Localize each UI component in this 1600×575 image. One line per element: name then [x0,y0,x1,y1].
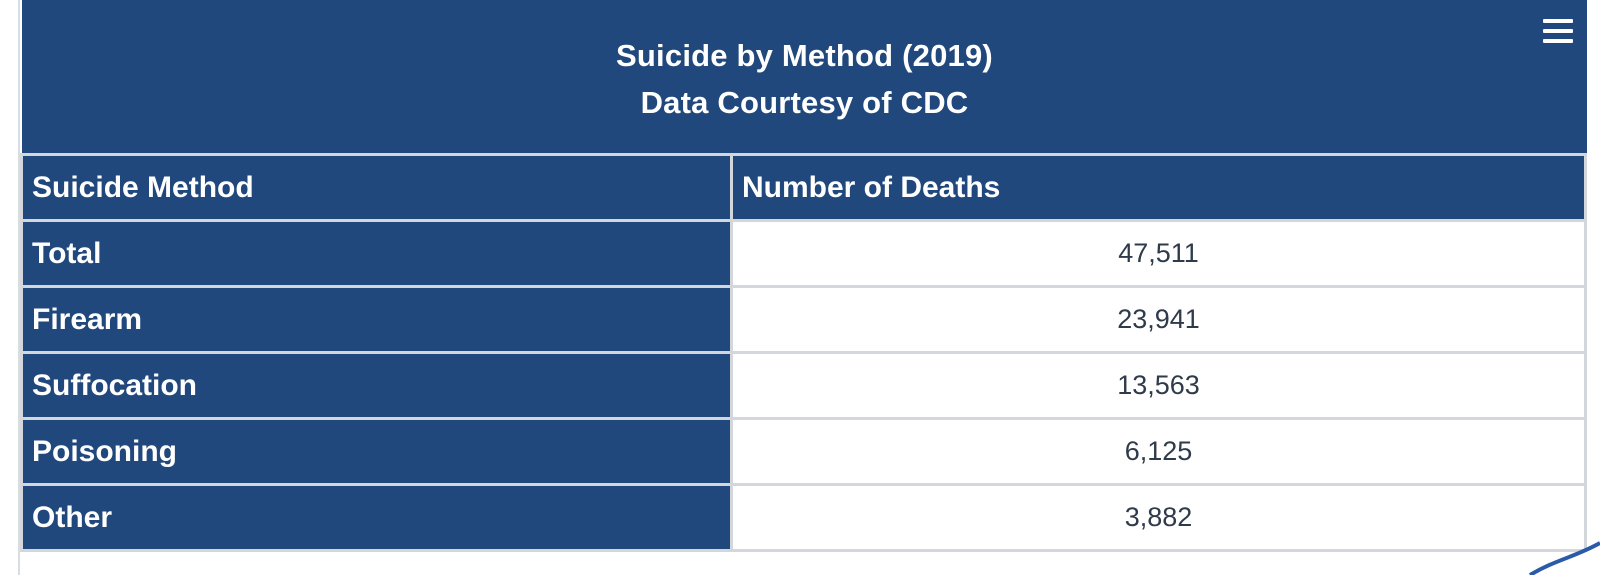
row-method-cell: Poisoning [23,420,730,483]
decorative-curve-icon [1528,541,1600,575]
row-deaths-cell: 13,563 [733,354,1584,417]
menu-bar [1543,39,1573,43]
chart-title: Suicide by Method (2019) [616,38,993,73]
row-deaths-cell: 3,882 [733,486,1584,549]
table-row: Poisoning 6,125 [23,420,1584,483]
table-row: Total 47,511 [23,222,1584,285]
hamburger-menu-icon[interactable] [1543,19,1573,43]
table-header-row: Suicide Method Number of Deaths [23,156,1584,219]
column-header-method: Suicide Method [23,156,730,219]
chart-container: Suicide by Method (2019) Data Courtesy o… [18,0,1600,575]
data-table: Suicide Method Number of Deaths Total 47… [20,153,1587,552]
row-deaths-cell: 23,941 [733,288,1584,351]
menu-bar [1543,19,1573,23]
row-deaths-cell: 47,511 [733,222,1584,285]
title-bar: Suicide by Method (2019) Data Courtesy o… [22,0,1587,153]
row-method-cell: Total [23,222,730,285]
row-method-cell: Firearm [23,288,730,351]
column-header-deaths: Number of Deaths [733,156,1584,219]
menu-bar [1543,29,1573,33]
chart-subtitle: Data Courtesy of CDC [640,85,969,120]
row-method-cell: Other [23,486,730,549]
row-method-cell: Suffocation [23,354,730,417]
table-row: Firearm 23,941 [23,288,1584,351]
row-deaths-cell: 6,125 [733,420,1584,483]
table-row: Other 3,882 [23,486,1584,549]
table-row: Suffocation 13,563 [23,354,1584,417]
